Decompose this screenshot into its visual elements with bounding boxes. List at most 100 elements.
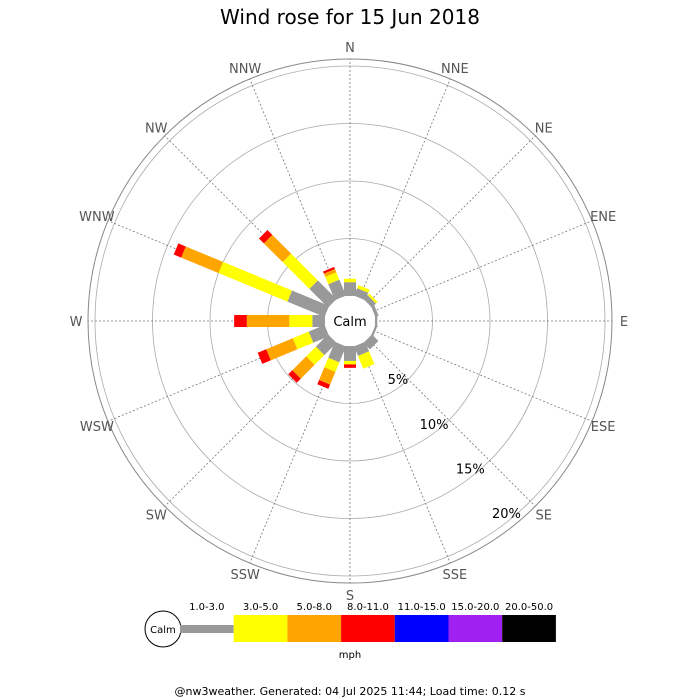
ring-label-15: 15% <box>456 462 485 477</box>
direction-labels: N NNE NE ENE E ESE SE SSE S SSW SW WSW W WNW NW NNW <box>70 41 629 604</box>
bar-nw-1.0-3.0 <box>309 280 337 308</box>
polar-grid <box>87 58 613 584</box>
direction-label-ne: NE <box>535 121 553 136</box>
spoke-wnw <box>107 220 328 312</box>
bar-nw-3.0-5.0 <box>282 253 318 289</box>
bar-se-1.0-3.0 <box>363 334 379 350</box>
legend-swatch-20.0-50.0 <box>502 615 556 642</box>
bar-w-8.0-11.0 <box>234 315 247 327</box>
bar-nne-1.0-3.0 <box>354 288 369 301</box>
bar-s-8.0-11.0 <box>344 364 356 368</box>
bar-w-5.0-8.0 <box>246 315 290 327</box>
ring-labels: 5% 10% 15% 20% <box>388 373 521 522</box>
spoke-ese <box>372 330 593 422</box>
legend-label-1.0-3.0: 1.0-3.0 <box>189 602 224 613</box>
bar-nnw-5.0-8.0 <box>323 269 337 277</box>
direction-label-w: W <box>70 315 83 330</box>
bar-n-1.0-3.0 <box>344 282 356 296</box>
bar-ne-1.0-3.0 <box>363 295 376 308</box>
legend-label-15.0-20.0: 15.0-20.0 <box>451 602 499 613</box>
legend-swatch-11.0-15.0 <box>394 615 449 642</box>
legend-label-11.0-15.0: 11.0-15.0 <box>398 602 446 613</box>
legend-swatch-8.0-11.0 <box>341 615 395 642</box>
bar-wsw-8.0-11.0 <box>257 349 271 364</box>
spoke-se <box>367 338 536 507</box>
wind-bars <box>173 229 379 389</box>
legend-label-3.0-5.0: 3.0-5.0 <box>243 602 278 613</box>
spoke-sw <box>164 338 333 507</box>
direction-label-e: E <box>620 315 628 330</box>
bar-s-1.0-3.0 <box>344 346 356 361</box>
bar-ssw-5.0-8.0 <box>319 367 336 385</box>
bar-nne-3.0-5.0 <box>357 284 370 293</box>
direction-label-sse: SSE <box>442 568 467 583</box>
spoke-sse <box>359 343 451 564</box>
bar-sw-1.0-3.0 <box>315 334 337 356</box>
bar-e-1.0-3.0 <box>374 315 378 327</box>
direction-label-nw: NW <box>145 121 168 136</box>
direction-label-n: N <box>345 41 355 56</box>
legend-swatch-5.0-8.0 <box>287 615 342 642</box>
bar-wnw-1.0-3.0 <box>287 290 330 317</box>
chart-title: Wind rose for 15 Jun 2018 <box>220 5 480 29</box>
calm-circle <box>325 296 375 346</box>
bar-ese-1.0-3.0 <box>370 325 378 337</box>
calm-label: Calm <box>333 315 366 330</box>
bar-sw-5.0-8.0 <box>292 356 315 379</box>
legend-unit: mph <box>339 650 361 661</box>
bar-sw-3.0-5.0 <box>306 346 325 365</box>
bar-s-3.0-5.0 <box>344 360 356 365</box>
bar-nw-5.0-8.0 <box>263 234 292 263</box>
bar-wsw-5.0-8.0 <box>266 338 298 361</box>
bar-wnw-8.0-11.0 <box>173 243 186 258</box>
spoke-nnw <box>249 78 341 299</box>
bar-nnw-1.0-3.0 <box>328 279 346 301</box>
bar-nnw-3.0-5.0 <box>325 272 340 285</box>
spoke-nne <box>359 78 451 299</box>
spoke-ne <box>367 135 536 304</box>
direction-label-s: S <box>346 589 354 604</box>
legend-swatch-3.0-5.0 <box>233 615 288 642</box>
footer-text: @nw3weather. Generated: 04 Jul 2025 11:4… <box>175 685 526 698</box>
spoke-ssw <box>249 343 341 564</box>
bar-wsw-3.0-5.0 <box>292 331 314 350</box>
calm-center: Calm <box>325 296 375 346</box>
bar-nnw-8.0-11.0 <box>323 266 335 274</box>
direction-label-nne: NNE <box>441 62 469 77</box>
bar-sse-1.0-3.0 <box>354 341 370 356</box>
legend-calm-label: Calm <box>150 625 176 636</box>
bar-w-3.0-5.0 <box>289 315 313 327</box>
direction-label-sw: SW <box>146 509 167 524</box>
legend-swatch-1.0-3.0 <box>180 625 234 633</box>
legend-swatch-15.0-20.0 <box>448 615 503 642</box>
direction-label-se: SE <box>536 509 552 524</box>
speed-legend: Calm 1.0-3.0 3.0-5.0 5.0-8.0 8.0-11.0 11.0-15… <box>144 602 556 661</box>
direction-label-ene: ENE <box>590 210 616 225</box>
direction-label-ssw: SSW <box>230 568 260 583</box>
bar-ssw-3.0-5.0 <box>324 357 340 372</box>
direction-label-wsw: WSW <box>80 420 114 435</box>
ring-label-20: 20% <box>492 507 521 522</box>
legend-label-20.0-50.0: 20.0-50.0 <box>505 602 553 613</box>
bar-ne-3.0-5.0 <box>367 293 378 304</box>
ring-label-5: 5% <box>388 373 409 388</box>
bar-n-3.0-5.0 <box>344 278 356 283</box>
bar-nw-8.0-11.0 <box>258 229 273 244</box>
bar-sw-8.0-11.0 <box>288 370 301 383</box>
bar-sse-3.0-5.0 <box>357 351 375 369</box>
bar-wnw-3.0-5.0 <box>218 261 293 302</box>
bar-ssw-8.0-11.0 <box>317 380 331 389</box>
legend-label-8.0-11.0: 8.0-11.0 <box>347 602 389 613</box>
direction-label-nnw: NNW <box>229 62 261 77</box>
grid-ring-2 <box>209 180 491 462</box>
ring-label-10: 10% <box>420 418 449 433</box>
direction-label-ese: ESE <box>591 420 616 435</box>
bar-ene-1.0-3.0 <box>370 304 379 317</box>
legend-label-5.0-8.0: 5.0-8.0 <box>297 602 332 613</box>
bar-w-1.0-3.0 <box>312 315 325 327</box>
bar-ssw-1.0-3.0 <box>328 341 346 363</box>
spoke-wsw <box>107 330 328 422</box>
bar-wsw-1.0-3.0 <box>308 325 330 343</box>
spoke-nw <box>164 135 333 304</box>
